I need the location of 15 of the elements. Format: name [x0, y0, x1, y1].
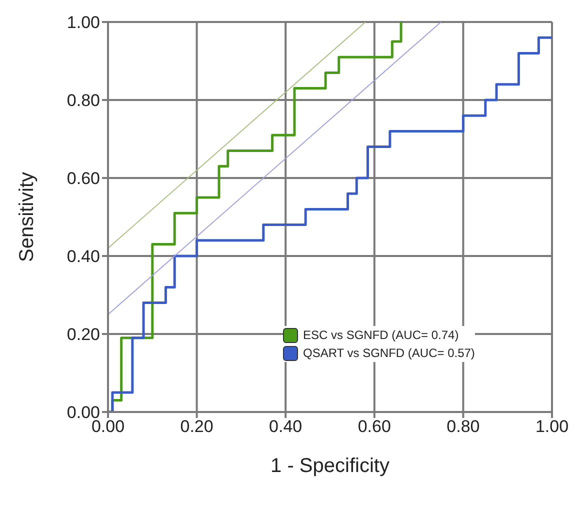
y-tick-label: 0.40 — [66, 247, 100, 266]
y-axis-title: Sensitivity — [16, 172, 38, 262]
legend-label: ESC vs SGNFD (AUC= 0.74) — [303, 328, 459, 342]
y-tick-label: 0.60 — [66, 169, 100, 188]
y-tick-label: 1.00 — [66, 13, 100, 32]
x-tick-label: 0.00 — [91, 417, 125, 436]
y-tick-label: 0.80 — [66, 91, 100, 110]
x-tick-label: 0.40 — [269, 417, 302, 436]
x-axis-title: 1 - Specificity — [270, 455, 390, 477]
legend-label: QSART vs SGNFD (AUC= 0.57) — [303, 346, 475, 360]
x-tick-label: 0.80 — [446, 417, 480, 436]
x-tick-label: 0.60 — [358, 417, 391, 436]
y-tick-label: 0.20 — [66, 325, 100, 344]
x-tick-label: 1.00 — [535, 417, 569, 436]
x-tick-label: 0.20 — [180, 417, 214, 436]
